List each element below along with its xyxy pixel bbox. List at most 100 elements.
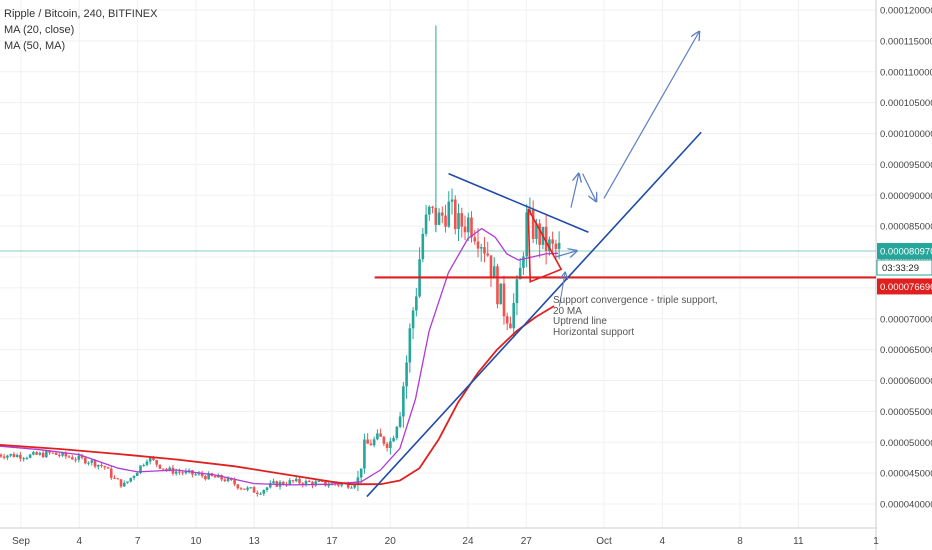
candle-body <box>502 283 506 317</box>
candle <box>525 204 528 268</box>
candle <box>359 468 363 484</box>
candle-body <box>67 456 71 458</box>
candle <box>126 481 129 484</box>
candle-body <box>64 452 68 457</box>
candle-body <box>402 386 405 417</box>
projection-arrow <box>603 32 699 199</box>
ma50-line <box>0 305 555 486</box>
ma20-label[interactable]: MA (20, close) <box>4 24 75 36</box>
candle-body <box>538 223 541 245</box>
candle-body <box>470 217 473 238</box>
candle <box>428 205 431 221</box>
candle <box>294 476 298 483</box>
candle-body <box>0 454 3 457</box>
time-tick-label: 7 <box>135 536 141 547</box>
time-tick-label: 10 <box>190 536 202 547</box>
candle-body <box>152 457 155 461</box>
candle <box>450 188 454 215</box>
candle-body <box>548 239 551 251</box>
candle <box>109 466 113 480</box>
candle-body <box>499 283 503 305</box>
candle <box>119 479 123 489</box>
candle <box>457 203 460 242</box>
candle-body <box>22 458 25 460</box>
candle-body <box>476 241 480 249</box>
candle-body <box>496 266 499 305</box>
candle-body <box>551 239 554 244</box>
candle-body <box>466 217 470 233</box>
candle <box>106 466 110 469</box>
candle-body <box>304 480 308 485</box>
last-price-badge: 0.000080970 <box>877 243 932 260</box>
candle <box>2 453 6 460</box>
candle-body <box>463 226 467 233</box>
candle-body <box>142 464 146 466</box>
candle-body <box>96 464 100 467</box>
candle <box>356 470 360 492</box>
candle-body <box>492 266 496 277</box>
candle <box>145 459 149 467</box>
candle-body <box>307 480 311 483</box>
candle-body <box>38 452 42 455</box>
price-tick-label: 0.000115000 <box>880 36 932 47</box>
candle <box>291 479 295 484</box>
projection-arrow <box>555 251 576 257</box>
candle-body <box>428 206 431 215</box>
candle <box>259 492 262 495</box>
candle-body <box>350 487 353 489</box>
candle <box>382 435 386 447</box>
candle-body <box>525 212 528 257</box>
candle-body <box>437 212 441 225</box>
candle-body <box>379 433 382 437</box>
candle <box>38 451 42 456</box>
candle-body <box>518 267 522 280</box>
candle <box>444 204 447 233</box>
candle-body <box>421 233 425 260</box>
candle-body <box>382 436 386 444</box>
candle <box>87 461 90 466</box>
candle-body <box>311 482 314 486</box>
time-tick-label: 4 <box>77 536 83 547</box>
symbol-label[interactable]: Ripple / Bitcoin, 240, BITFINEX <box>4 8 158 20</box>
candle-body <box>32 452 35 455</box>
candle-body <box>535 223 538 239</box>
candle <box>398 411 402 429</box>
price-tick-label: 0.000105000 <box>880 98 932 109</box>
candle <box>418 247 421 298</box>
candle <box>473 230 477 245</box>
price-tick-label: 0.000100000 <box>880 129 932 140</box>
candle <box>369 439 373 446</box>
projection-arrow <box>582 173 597 202</box>
candle <box>509 316 512 329</box>
candle <box>35 451 38 456</box>
candle-body <box>444 215 447 227</box>
candle <box>402 382 405 428</box>
candle-body <box>58 454 61 456</box>
triangle-upper-trendline <box>448 172 589 234</box>
candle-body <box>181 472 184 474</box>
candle <box>236 483 240 490</box>
candle <box>512 293 515 338</box>
candle <box>505 312 509 331</box>
candle <box>265 486 269 492</box>
candle <box>256 490 259 497</box>
candle <box>483 237 486 263</box>
candle <box>58 452 61 458</box>
annotation-line-3: Uptrend line <box>553 316 607 327</box>
candle <box>155 459 159 468</box>
candle <box>408 323 412 373</box>
candle <box>0 453 3 459</box>
candle-body <box>453 199 457 230</box>
ma50-label[interactable]: MA (50, MA) <box>4 40 66 52</box>
candle-body <box>298 478 301 484</box>
candle <box>122 480 126 487</box>
candle <box>431 205 434 214</box>
annotation-line-1: Support convergence - triple support, <box>553 295 718 306</box>
time-tick-label: Oct <box>596 536 612 547</box>
candle <box>453 195 457 235</box>
candle-body <box>557 242 561 249</box>
candle-body <box>223 479 227 482</box>
candle-body <box>431 206 434 208</box>
